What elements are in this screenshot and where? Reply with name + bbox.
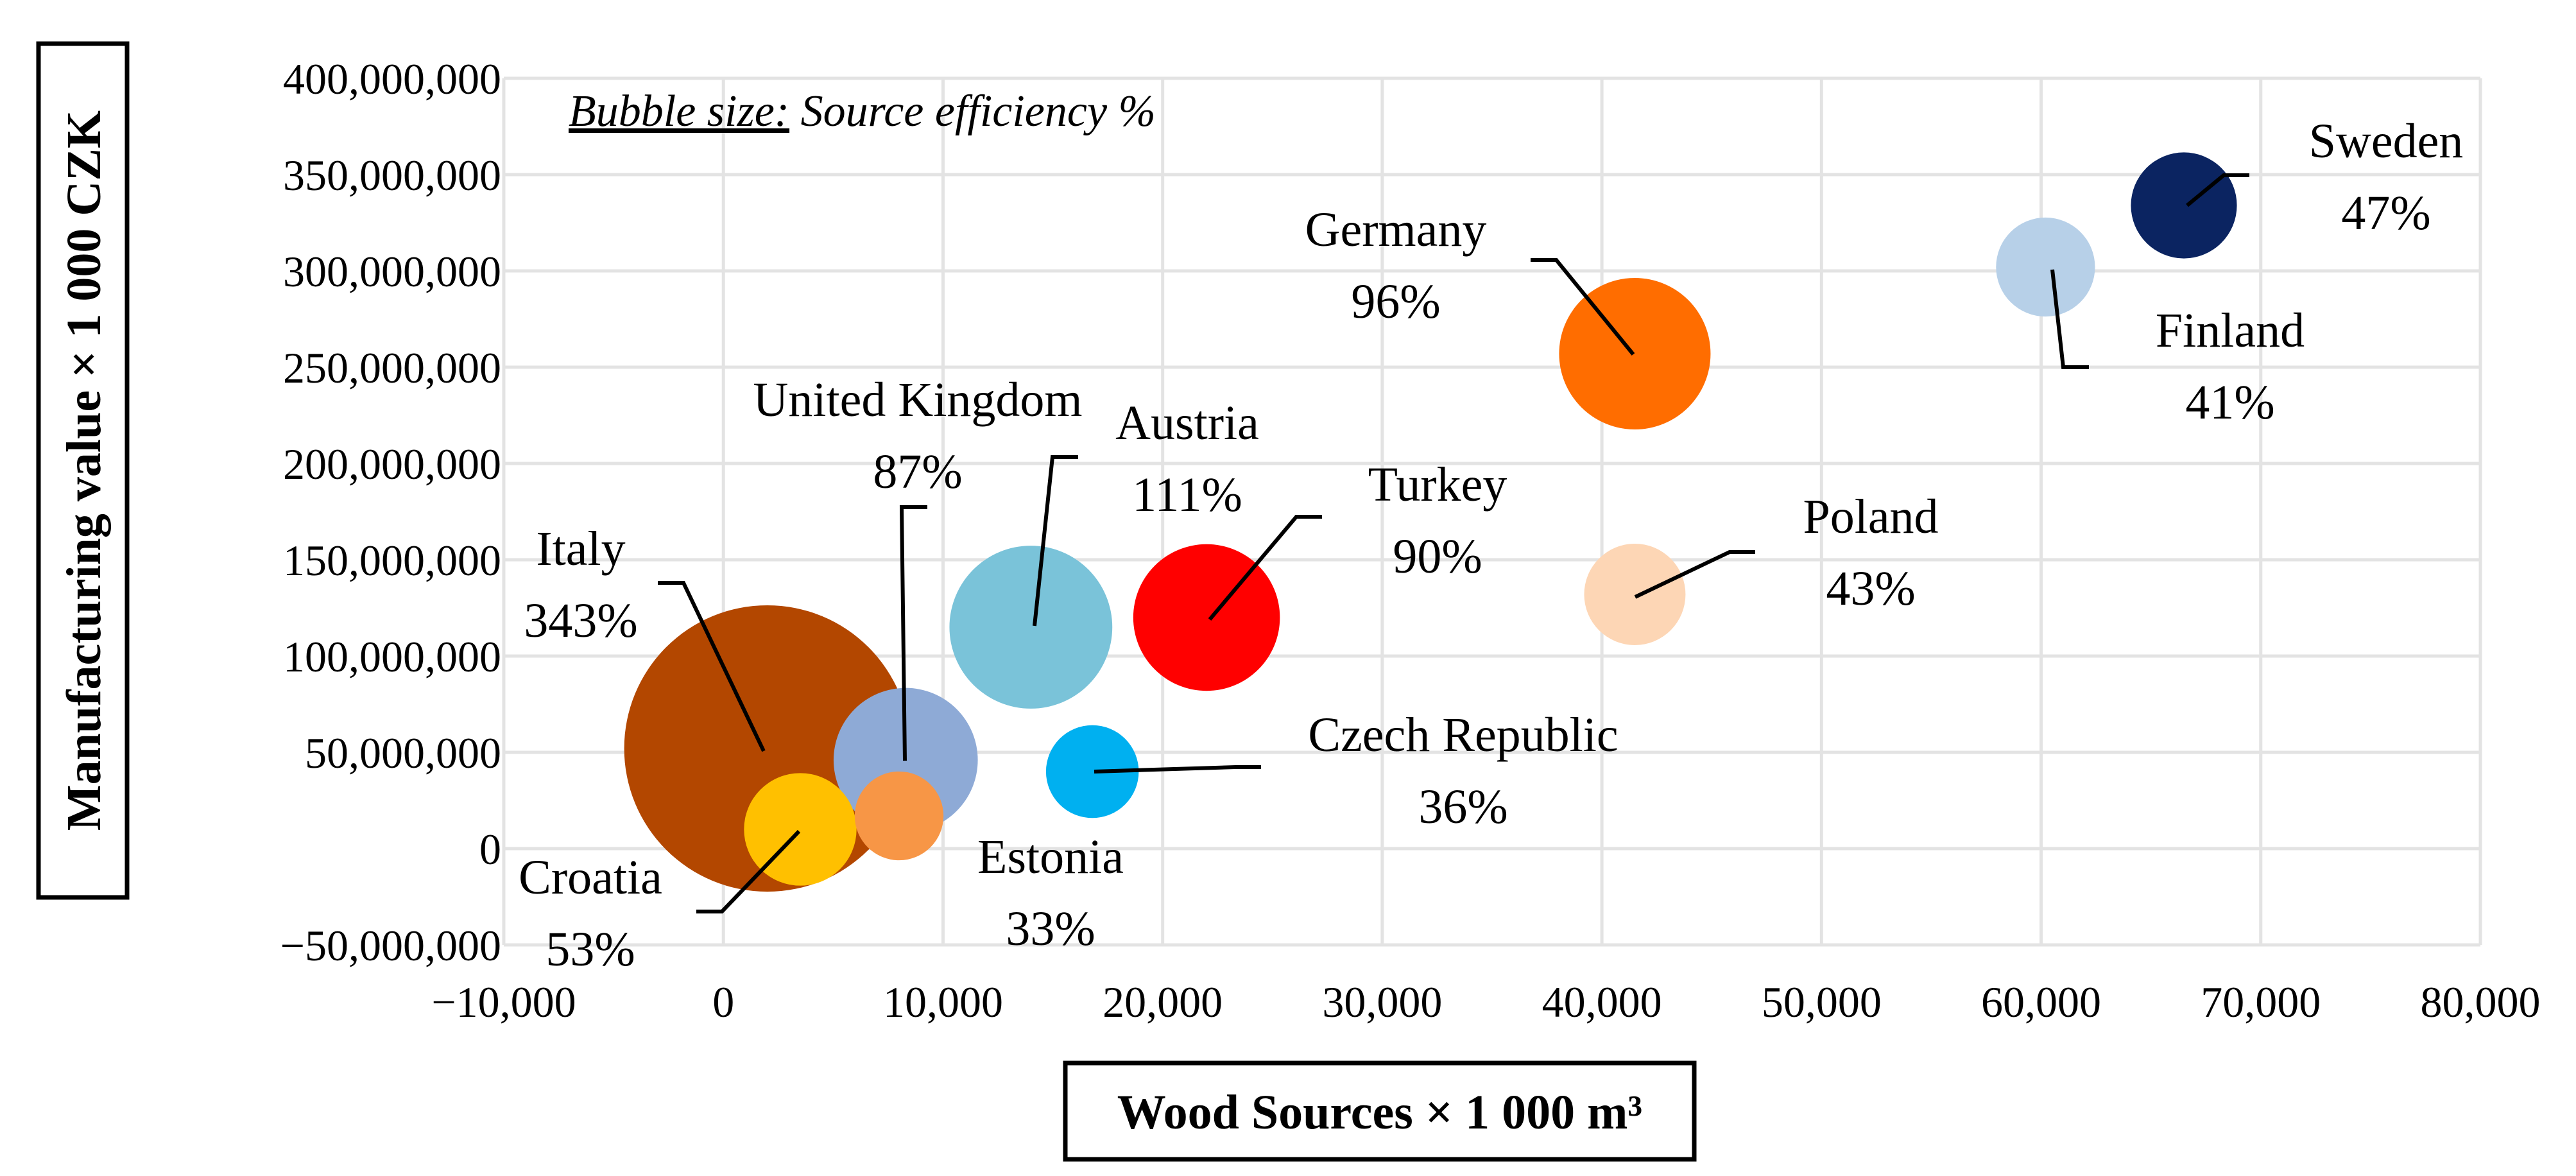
country-labels: Italy 343% Croatia 53% United Kingdom 87% Aust… bbox=[519, 114, 2463, 976]
y-tick-label: 400,000,000 bbox=[283, 55, 501, 103]
x-tick-label: −10,000 bbox=[431, 978, 576, 1026]
bubble-finland bbox=[1996, 217, 2095, 317]
y-tick-label: 350,000,000 bbox=[283, 151, 501, 200]
efficiency-label-czech-republic: 36% bbox=[1418, 780, 1507, 834]
x-tick-label: 40,000 bbox=[1542, 978, 1662, 1026]
bubble-estonia bbox=[1047, 727, 1137, 817]
bubbles bbox=[624, 152, 2237, 892]
bubble-turkey bbox=[1133, 544, 1280, 691]
leader-poland bbox=[1634, 550, 1755, 599]
bubble-unlabeled bbox=[854, 771, 944, 861]
y-tick-label: 0 bbox=[479, 825, 501, 874]
x-tick-label: 50,000 bbox=[1762, 978, 1882, 1026]
country-name-united-kingdom: United Kingdom bbox=[753, 373, 1083, 427]
country-name-sweden: Sweden bbox=[2309, 114, 2464, 168]
efficiency-label-croatia: 53% bbox=[545, 922, 635, 976]
bubble-sweden bbox=[2131, 152, 2237, 259]
country-name-germany: Germany bbox=[1305, 203, 1487, 257]
x-tick-label: 10,000 bbox=[883, 978, 1003, 1026]
y-tick-label: 200,000,000 bbox=[283, 440, 501, 489]
y-tick-label: −50,000,000 bbox=[280, 921, 501, 970]
efficiency-label-sweden: 47% bbox=[2341, 186, 2430, 240]
y-tick-label: 50,000,000 bbox=[305, 729, 501, 777]
efficiency-label-turkey: 90% bbox=[1393, 530, 1482, 584]
country-name-italy: Italy bbox=[536, 522, 625, 576]
country-name-poland: Poland bbox=[1803, 490, 1938, 544]
tick-labels: −10,000 0 10,000 20,000 30,000 40,000 50,000 60… bbox=[280, 55, 2541, 1026]
bubble-austria bbox=[949, 546, 1113, 709]
y-axis-title: Manufacturing value × 1 000 CZK bbox=[57, 110, 111, 831]
country-name-estonia: Estonia bbox=[977, 830, 1124, 884]
country-name-turkey: Turkey bbox=[1368, 458, 1507, 512]
leader-croatia bbox=[696, 829, 801, 913]
leader-finland bbox=[2050, 269, 2089, 369]
leader-turkey bbox=[1208, 515, 1322, 621]
efficiency-label-poland: 43% bbox=[1826, 562, 1915, 616]
efficiency-label-finland: 41% bbox=[2185, 376, 2274, 429]
efficiency-label-estonia: 33% bbox=[1006, 902, 1095, 956]
x-tick-label: 80,000 bbox=[2421, 978, 2541, 1026]
bubble-germany bbox=[1559, 278, 1711, 429]
y-axis-title-box: Manufacturing value × 1 000 CZK bbox=[36, 41, 130, 900]
y-tick-label: 250,000,000 bbox=[283, 343, 501, 392]
y-tick-label: 100,000,000 bbox=[283, 632, 501, 681]
x-axis-title: Wood Sources × 1 000 m³ bbox=[1117, 1085, 1642, 1139]
leader-germany bbox=[1531, 258, 1635, 356]
bubble-poland bbox=[1584, 544, 1686, 645]
efficiency-label-austria: 111% bbox=[1132, 468, 1242, 522]
leader-czech-republic bbox=[1094, 765, 1261, 774]
leader-sweden bbox=[2186, 173, 2249, 207]
leader-lines bbox=[658, 173, 2249, 913]
leader-italy bbox=[658, 581, 766, 752]
leader-united-kingdom bbox=[899, 505, 927, 761]
x-tick-label: 60,000 bbox=[1981, 978, 2101, 1026]
country-name-finland: Finland bbox=[2156, 304, 2305, 358]
y-tick-label: 300,000,000 bbox=[283, 247, 501, 296]
x-tick-label: 0 bbox=[712, 978, 734, 1026]
leader-austria bbox=[1033, 455, 1078, 627]
country-name-croatia: Croatia bbox=[519, 851, 662, 904]
efficiency-label-germany: 96% bbox=[1351, 275, 1440, 329]
country-name-czech-republic: Czech Republic bbox=[1308, 708, 1618, 762]
efficiency-label-italy: 343% bbox=[524, 594, 637, 648]
efficiency-label-united-kingdom: 87% bbox=[873, 445, 962, 499]
bubble-size-note-suffix: Source efficiency % bbox=[789, 87, 1156, 136]
bubble-size-note: Bubble size: Source efficiency % bbox=[569, 87, 1156, 136]
bubble-size-note-prefix: Bubble size: bbox=[569, 87, 789, 136]
x-tick-label: 70,000 bbox=[2201, 978, 2321, 1026]
y-tick-label: 150,000,000 bbox=[283, 536, 501, 585]
x-tick-label: 30,000 bbox=[1322, 978, 1442, 1026]
x-axis-title-box: Wood Sources × 1 000 m³ bbox=[1063, 1060, 1697, 1162]
country-name-austria: Austria bbox=[1115, 396, 1259, 450]
x-tick-label: 20,000 bbox=[1103, 978, 1223, 1026]
